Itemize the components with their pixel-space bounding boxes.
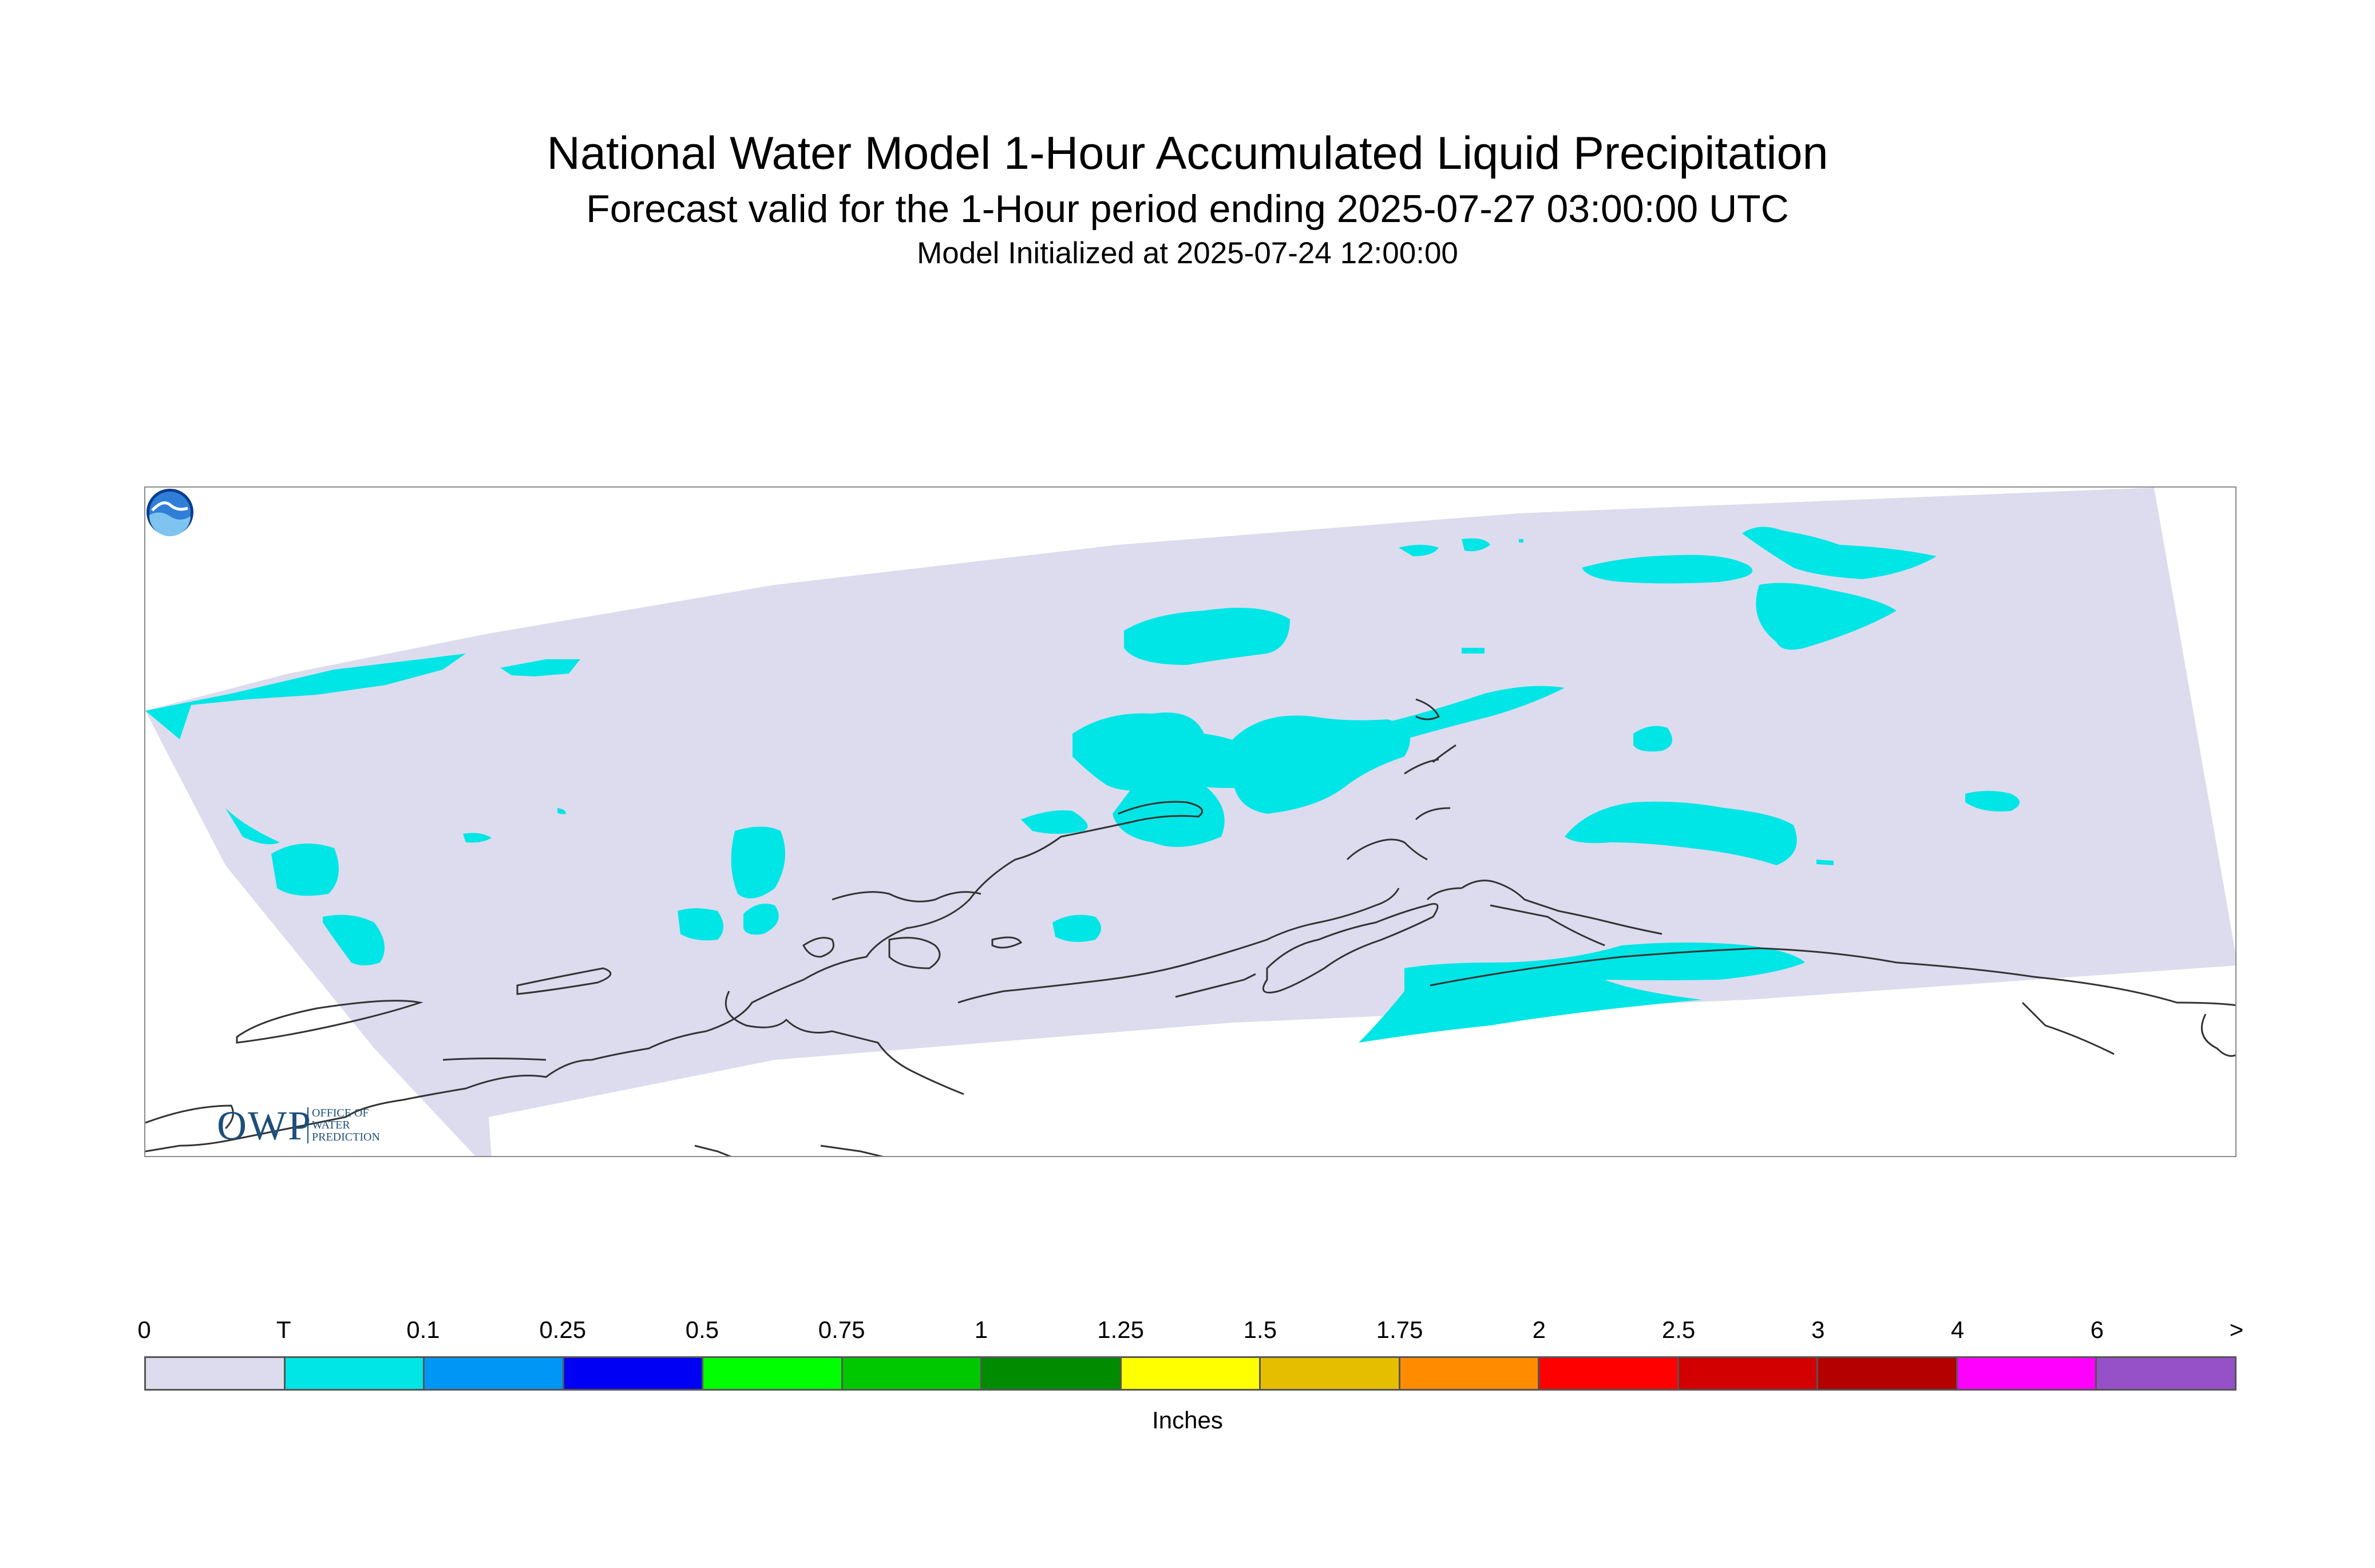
colorbar — [144, 1356, 2237, 1391]
colorbar-tick-label: 1.25 — [1097, 1316, 1144, 1343]
colorbar-swatch — [285, 1358, 425, 1389]
colorbar-units: Inches — [1152, 1407, 1223, 1434]
owp-logo-line: WATER — [312, 1119, 350, 1131]
map-subtitle-init-time: Model Initialized at 2025-07-24 12:00:00 — [917, 236, 1458, 270]
colorbar-swatch — [146, 1358, 286, 1389]
colorbar-swatch — [842, 1358, 983, 1389]
owp-logo-line: OFFICE OF — [312, 1107, 369, 1119]
colorbar-tick-label: 0.25 — [539, 1316, 587, 1343]
colorbar-tick-label: 1.5 — [1243, 1316, 1277, 1343]
colorbar-tick-label: 1 — [974, 1316, 988, 1343]
colorbar-tick-label: 0 — [137, 1316, 151, 1343]
colorbar-swatch — [1539, 1358, 1679, 1389]
colorbar-swatch — [1679, 1358, 1819, 1389]
map-subtitle-valid-time: Forecast valid for the 1-Hour period end… — [586, 187, 1789, 231]
colorbar-tick-label: 0.1 — [406, 1316, 440, 1343]
colorbar-swatch — [1121, 1358, 1261, 1389]
precipitation-areas — [145, 526, 2020, 1043]
colorbar-tick-label: 6 — [2090, 1316, 2104, 1343]
colorbar-tick-label: 2.5 — [1661, 1316, 1696, 1343]
colorbar-tick-label: 3 — [1811, 1316, 1825, 1343]
colorbar-swatch — [1957, 1358, 2097, 1389]
map-title: National Water Model 1-Hour Accumulated … — [547, 128, 1828, 179]
colorbar-swatch — [564, 1358, 704, 1389]
owp-logo: OWP OFFICE OF WATER PREDICTION — [217, 1103, 406, 1149]
owp-logo-line: PREDICTION — [312, 1131, 380, 1143]
colorbar-swatch — [425, 1358, 564, 1389]
colorbar-swatch — [2097, 1358, 2235, 1389]
coastlines — [145, 698, 2235, 1156]
colorbar-swatch — [982, 1358, 1122, 1389]
colorbar-tick-label: > — [2229, 1316, 2244, 1343]
colorbar-tick-label: 2 — [1532, 1316, 1546, 1343]
colorbar-swatch — [1400, 1358, 1540, 1389]
noaa-logo — [147, 489, 193, 537]
colorbar-tick-label: 0.5 — [685, 1316, 719, 1343]
colorbar-swatch — [1818, 1358, 1958, 1389]
colorbar-swatch — [1261, 1358, 1400, 1389]
precipitation-map: OWP OFFICE OF WATER PREDICTION — [144, 486, 2237, 1157]
colorbar-swatch — [703, 1358, 843, 1389]
map-canvas — [145, 488, 2235, 1156]
colorbar-tick-label: 0.75 — [818, 1316, 865, 1343]
colorbar-tick-label: 4 — [1950, 1316, 1965, 1343]
owp-logo-subtitle: OFFICE OF WATER PREDICTION — [307, 1107, 409, 1143]
colorbar-tick-label: T — [276, 1316, 291, 1343]
owp-logo-wordmark: OWP — [217, 1103, 312, 1149]
colorbar-tick-label: 1.75 — [1376, 1316, 1423, 1343]
